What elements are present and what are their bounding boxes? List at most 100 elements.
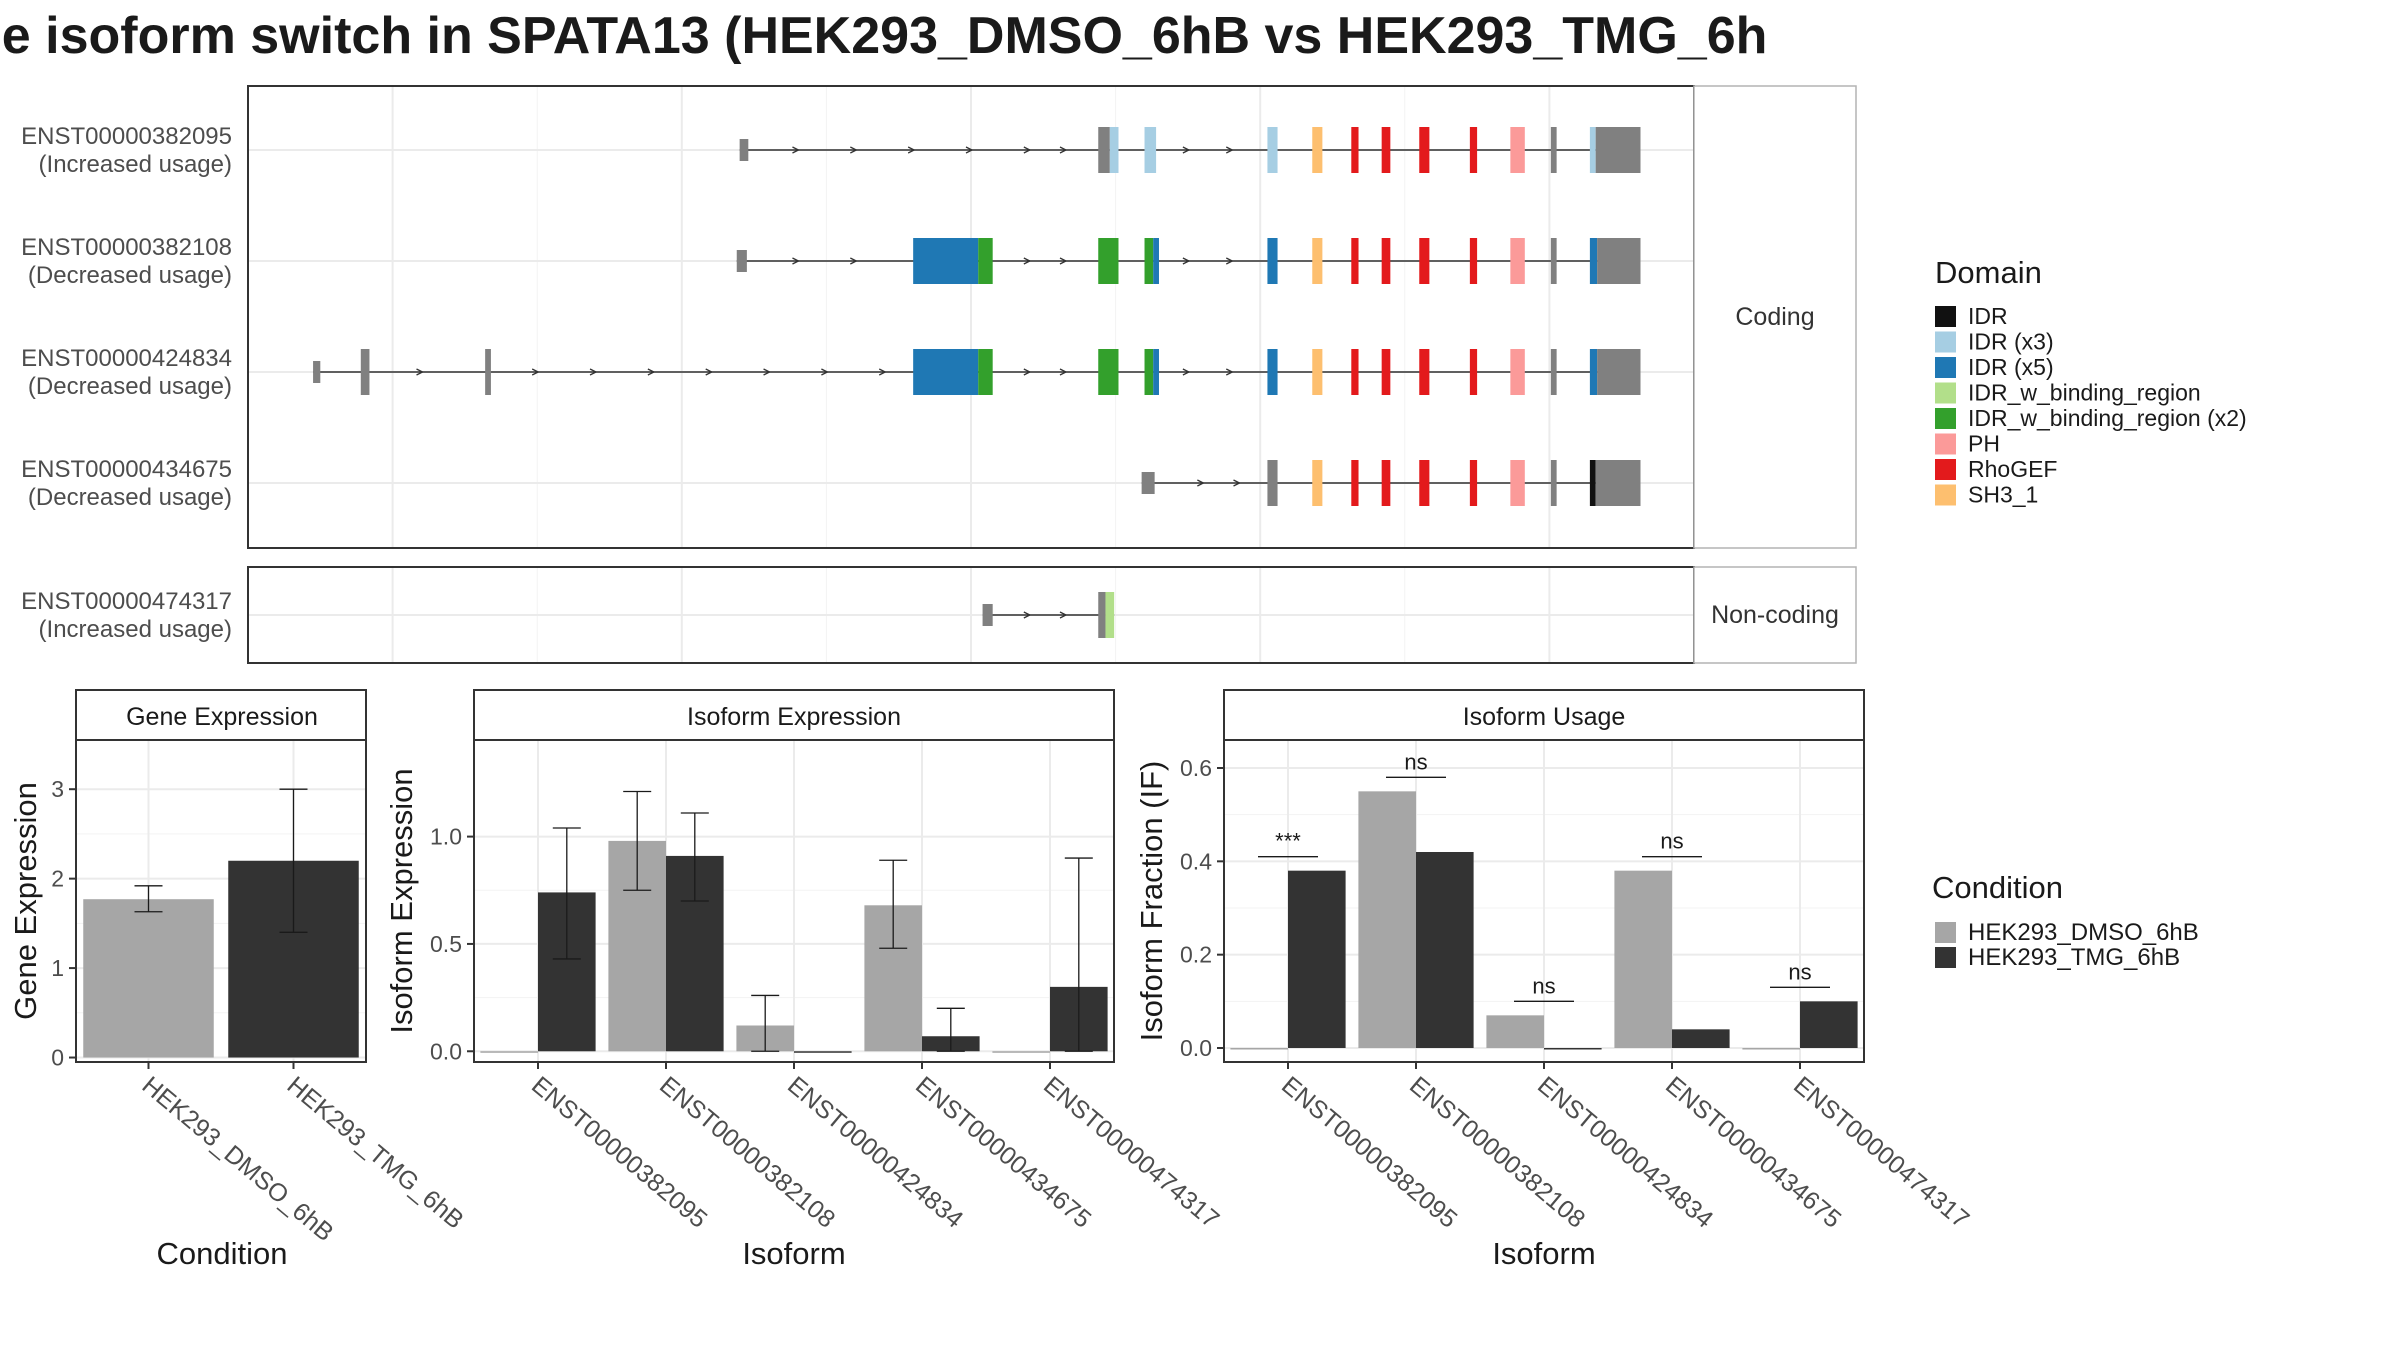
legend-condition-key: [1935, 922, 1956, 943]
legend-domain-label: PH: [1968, 431, 2000, 457]
legend-domain-key: [1935, 484, 1956, 506]
intron-arrow: [589, 368, 598, 376]
y-tick-label: 0.0: [1180, 1035, 1212, 1061]
y-tick-label: 0.6: [1180, 755, 1212, 781]
bar: [794, 1051, 852, 1053]
facet-strip: [1693, 566, 1857, 664]
domain-block: [1419, 127, 1430, 173]
legend-domain-label: RhoGEF: [1968, 456, 2057, 482]
legend-domain-key: [1935, 331, 1956, 353]
y-axis-label: Isoform Expression: [384, 768, 419, 1033]
domain-block: [978, 349, 993, 395]
intron-arrow: [763, 368, 772, 376]
significance-label: ns: [1660, 829, 1683, 854]
domain-block: [1589, 349, 1598, 395]
intron-arrow: [1059, 368, 1068, 376]
legend-domain-label: IDR: [1968, 303, 2008, 329]
facet-strip-label: Non-coding: [1711, 601, 1839, 629]
intron-arrow: [1059, 146, 1068, 154]
significance-label: ns: [1404, 749, 1427, 774]
domain-block: [1381, 349, 1391, 395]
intron-arrow: [1225, 146, 1234, 154]
exon-block: [485, 349, 491, 395]
domain-block: [1312, 127, 1323, 173]
facet-strip: [1693, 85, 1857, 549]
intron-arrow: [1059, 611, 1068, 619]
plot-title-strip: [75, 689, 367, 741]
intron-arrow: [1182, 257, 1191, 265]
legend-domain-label: IDR (x3): [1968, 329, 2054, 355]
legend-domain-key: [1935, 357, 1956, 378]
plot-title-strip: [1223, 689, 1865, 741]
x-axis-label: Condition: [157, 1236, 288, 1271]
legend-domain-label: IDR (x5): [1968, 354, 2054, 380]
x-axis-label: Isoform: [1492, 1236, 1595, 1271]
isoform-status-label: (Decreased usage): [28, 484, 232, 511]
y-tick-label: 1: [51, 955, 64, 981]
intron-arrow: [1023, 257, 1032, 265]
exon-block: [360, 349, 370, 395]
intron-arrow: [821, 368, 829, 376]
y-axis-label: Gene Expression: [8, 782, 43, 1020]
exon-block: [739, 139, 749, 161]
intron-arrow: [792, 146, 800, 154]
domain-block: [1469, 349, 1478, 395]
domain-block: [1419, 460, 1430, 506]
legend-domain-label: IDR_w_binding_region (x2): [1968, 405, 2247, 431]
domain-block: [1144, 238, 1154, 284]
exon-block: [1595, 127, 1641, 173]
domain-block: [1469, 460, 1478, 506]
legend-domain-key: [1935, 433, 1956, 455]
bar: [1358, 791, 1416, 1048]
exon-block: [982, 604, 993, 626]
domain-block: [1105, 592, 1115, 638]
isoform-id-label: ENST00000434675: [21, 456, 232, 483]
exon-block: [1550, 460, 1557, 506]
domain-block: [1144, 349, 1154, 395]
domain-block: [1351, 349, 1359, 395]
domain-block: [1510, 127, 1525, 173]
isoform-id-label: ENST00000382108: [21, 234, 232, 261]
domain-block: [1144, 127, 1157, 173]
domain-block: [1312, 349, 1323, 395]
domain-block: [913, 238, 979, 284]
legend-domain-key: [1935, 382, 1956, 404]
domain-block: [1589, 238, 1598, 284]
bar: [1544, 1048, 1602, 1050]
domain-block: [1589, 127, 1596, 173]
bar: [1800, 1001, 1858, 1048]
intron-arrow: [1182, 146, 1191, 154]
bar: [1230, 1048, 1288, 1050]
legend-domain-key: [1935, 459, 1956, 480]
domain-block: [1419, 349, 1430, 395]
domain-block: [1153, 238, 1159, 284]
y-tick-label: 0: [51, 1045, 64, 1071]
domain-block: [1351, 238, 1359, 284]
intron-arrow: [792, 257, 800, 265]
bar: [1288, 870, 1346, 1048]
domain-block: [1381, 238, 1391, 284]
y-tick-label: 1.0: [430, 824, 462, 850]
intron-arrow: [1225, 257, 1234, 265]
plot-title-strip: [473, 689, 1115, 741]
y-tick-label: 2: [51, 866, 64, 892]
domain-block: [1351, 127, 1359, 173]
bar: [480, 1051, 538, 1053]
figure-title: ne isoform switch in SPATA13 (HEK293_DMS…: [0, 7, 1768, 65]
domain-block: [978, 238, 993, 284]
intron-arrow: [850, 146, 858, 154]
domain-block: [1381, 127, 1391, 173]
isoform-status-label: (Decreased usage): [28, 373, 232, 400]
domain-block: [1510, 460, 1525, 506]
significance-label: ns: [1788, 959, 1811, 984]
isoform-id-label: ENST00000424834: [21, 345, 232, 372]
domain-block: [1098, 238, 1119, 284]
x-axis-label: Isoform: [742, 1236, 845, 1271]
intron-arrow: [1182, 368, 1191, 376]
y-tick-label: 0.4: [1180, 848, 1212, 874]
exon-block: [1550, 127, 1557, 173]
domain-block: [913, 349, 979, 395]
intron-arrow: [850, 257, 858, 265]
domain-block: [1267, 349, 1278, 395]
